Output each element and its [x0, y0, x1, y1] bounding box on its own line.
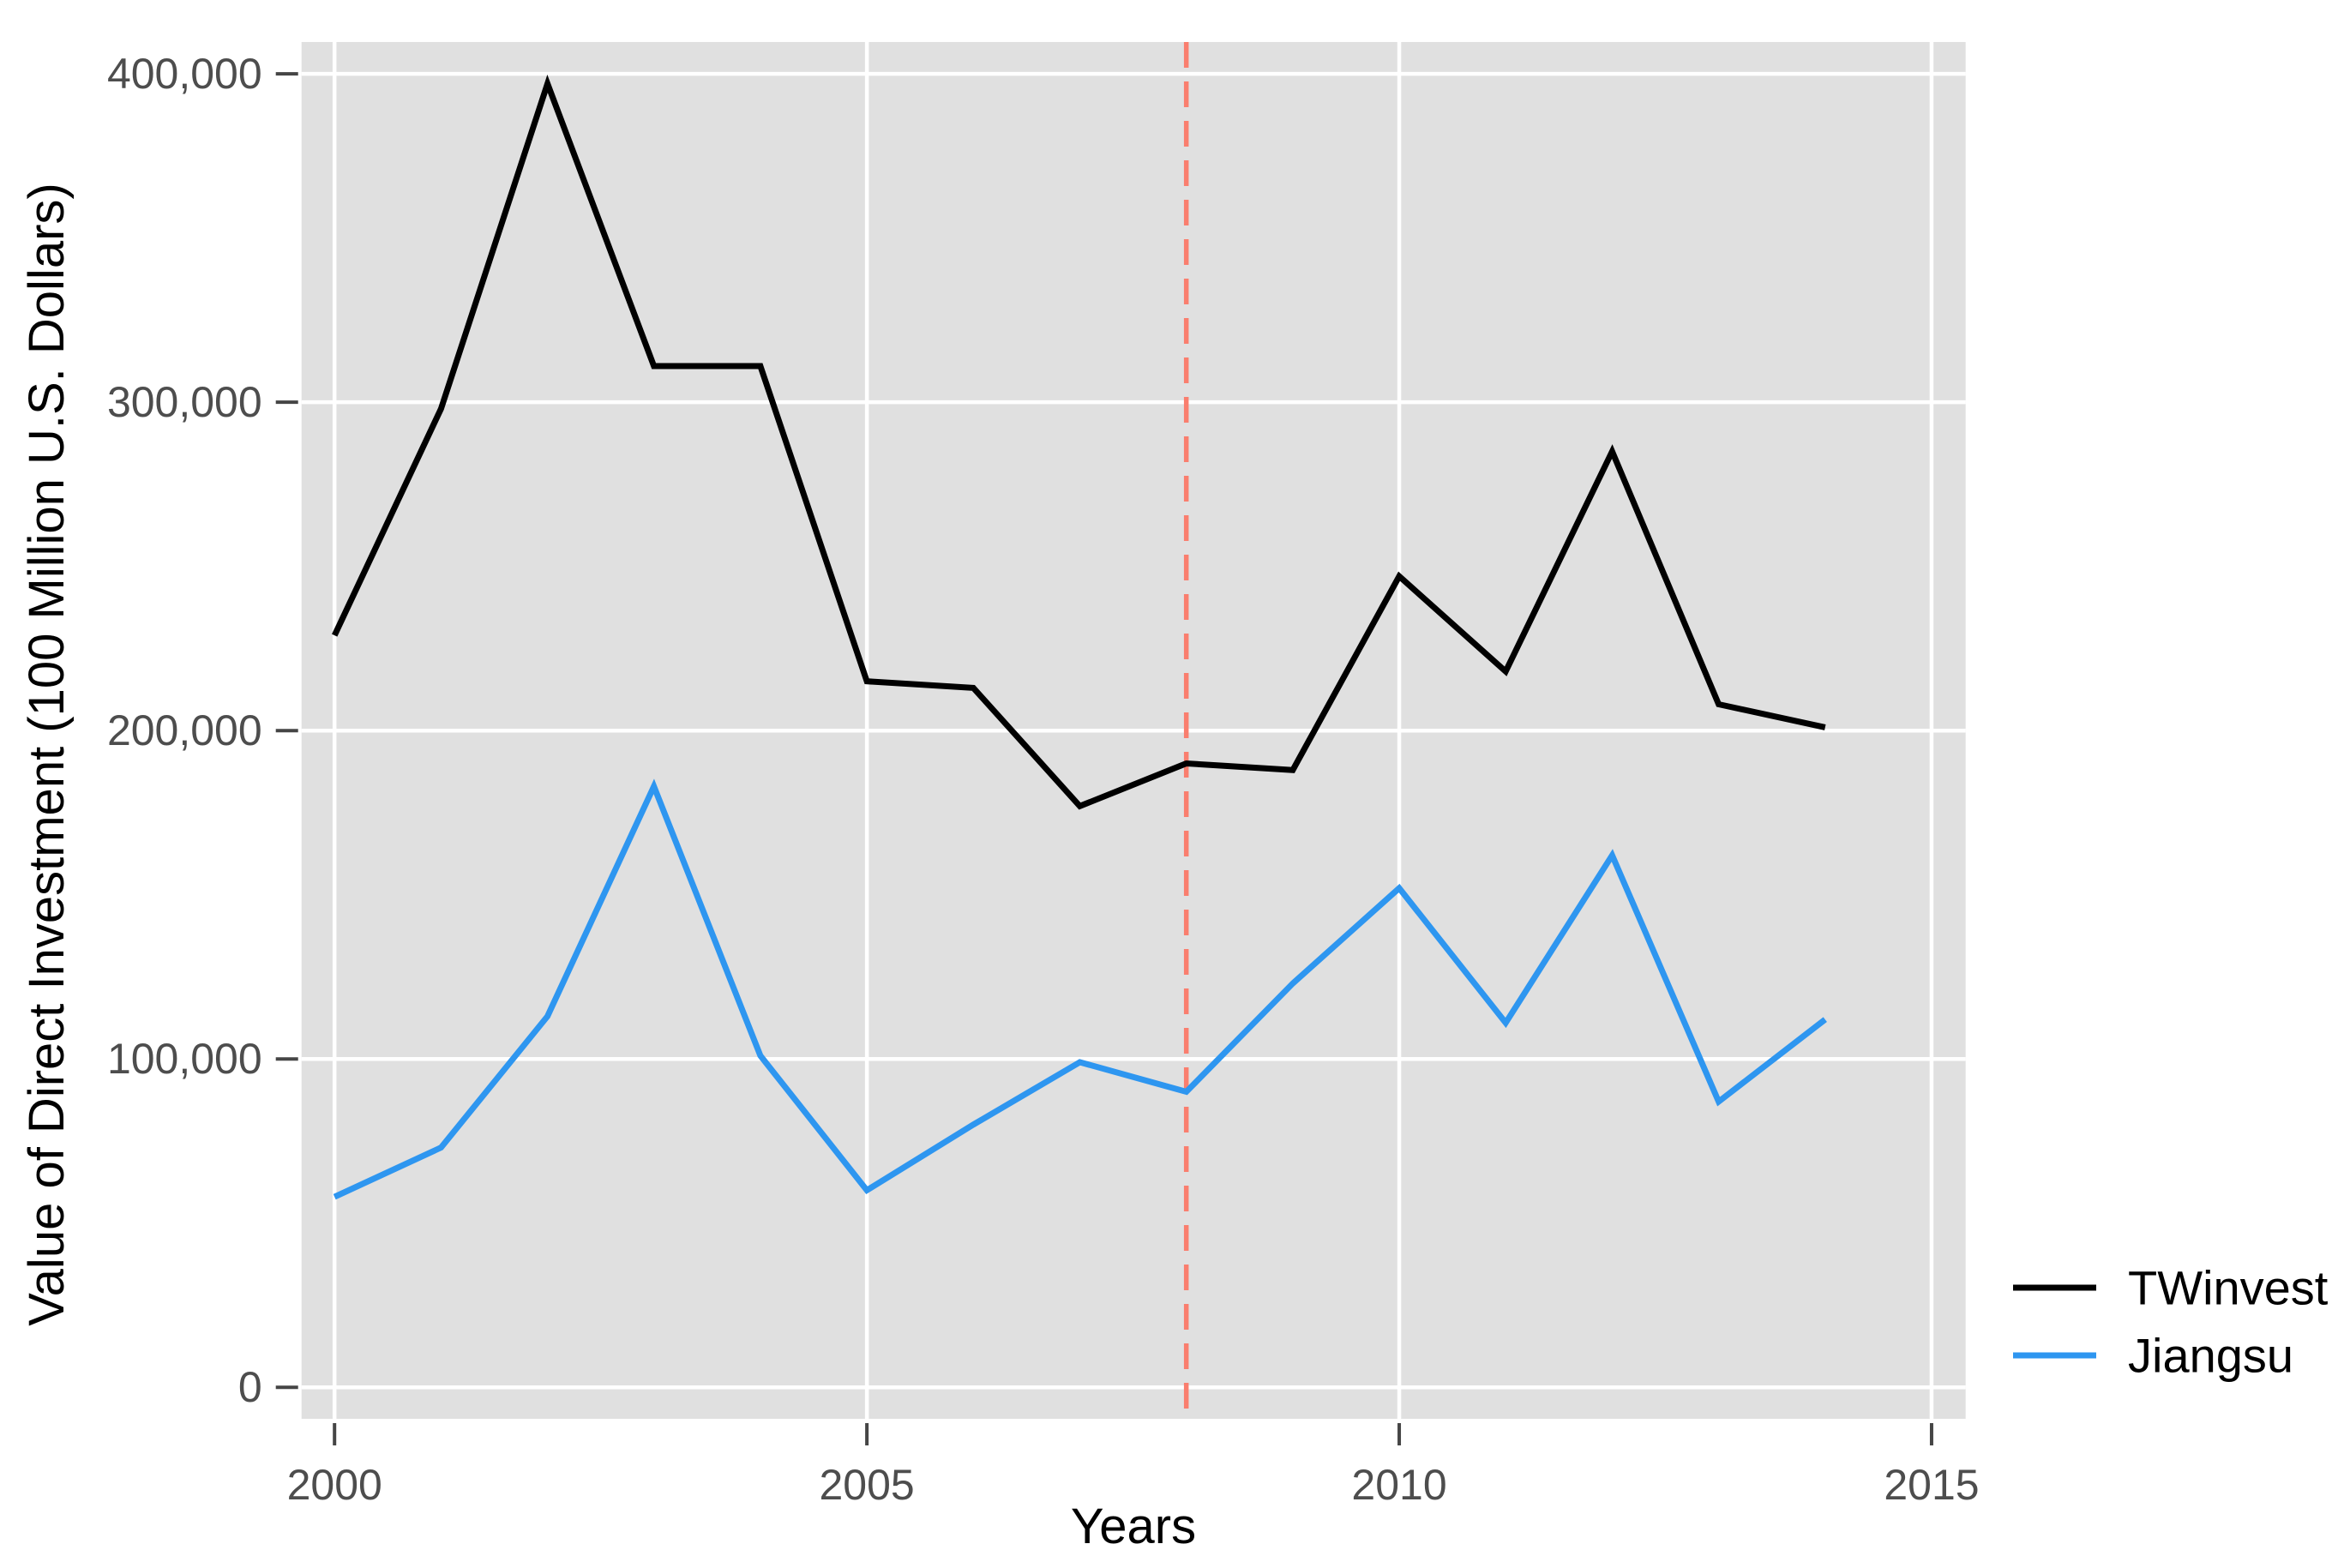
- x-tick-label: 2005: [820, 1461, 915, 1509]
- legend-label-jiangsu: Jiangsu: [2128, 1329, 2293, 1383]
- x-tick-label: 2000: [287, 1461, 382, 1509]
- twinvest-line: [332, 75, 1826, 810]
- x-axis-title: Years: [1071, 1499, 1196, 1554]
- y-tick-label: 200,000: [107, 706, 262, 754]
- y-axis-title: Value of Direct Investment (100 Million …: [19, 183, 75, 1325]
- y-tick-label: 300,000: [107, 378, 262, 426]
- legend-label-twinvest: TWinvest: [2128, 1261, 2329, 1315]
- x-tick-label: 2015: [1884, 1461, 1979, 1509]
- x-tick-label: 2010: [1351, 1461, 1446, 1509]
- jiangsu-line: [333, 778, 1827, 1200]
- axis-ticks: [275, 72, 1933, 1445]
- series-lines: [332, 75, 1827, 1200]
- y-tick-label: 0: [238, 1363, 262, 1411]
- y-tick-label: 400,000: [107, 50, 262, 98]
- axis-tick-labels: 0 100,000 200,000 300,000 400,000 2000 2005 201…: [107, 50, 1980, 1509]
- legend: TWinvest Jiangsu: [2013, 1261, 2329, 1383]
- y-tick-label: 100,000: [107, 1035, 262, 1083]
